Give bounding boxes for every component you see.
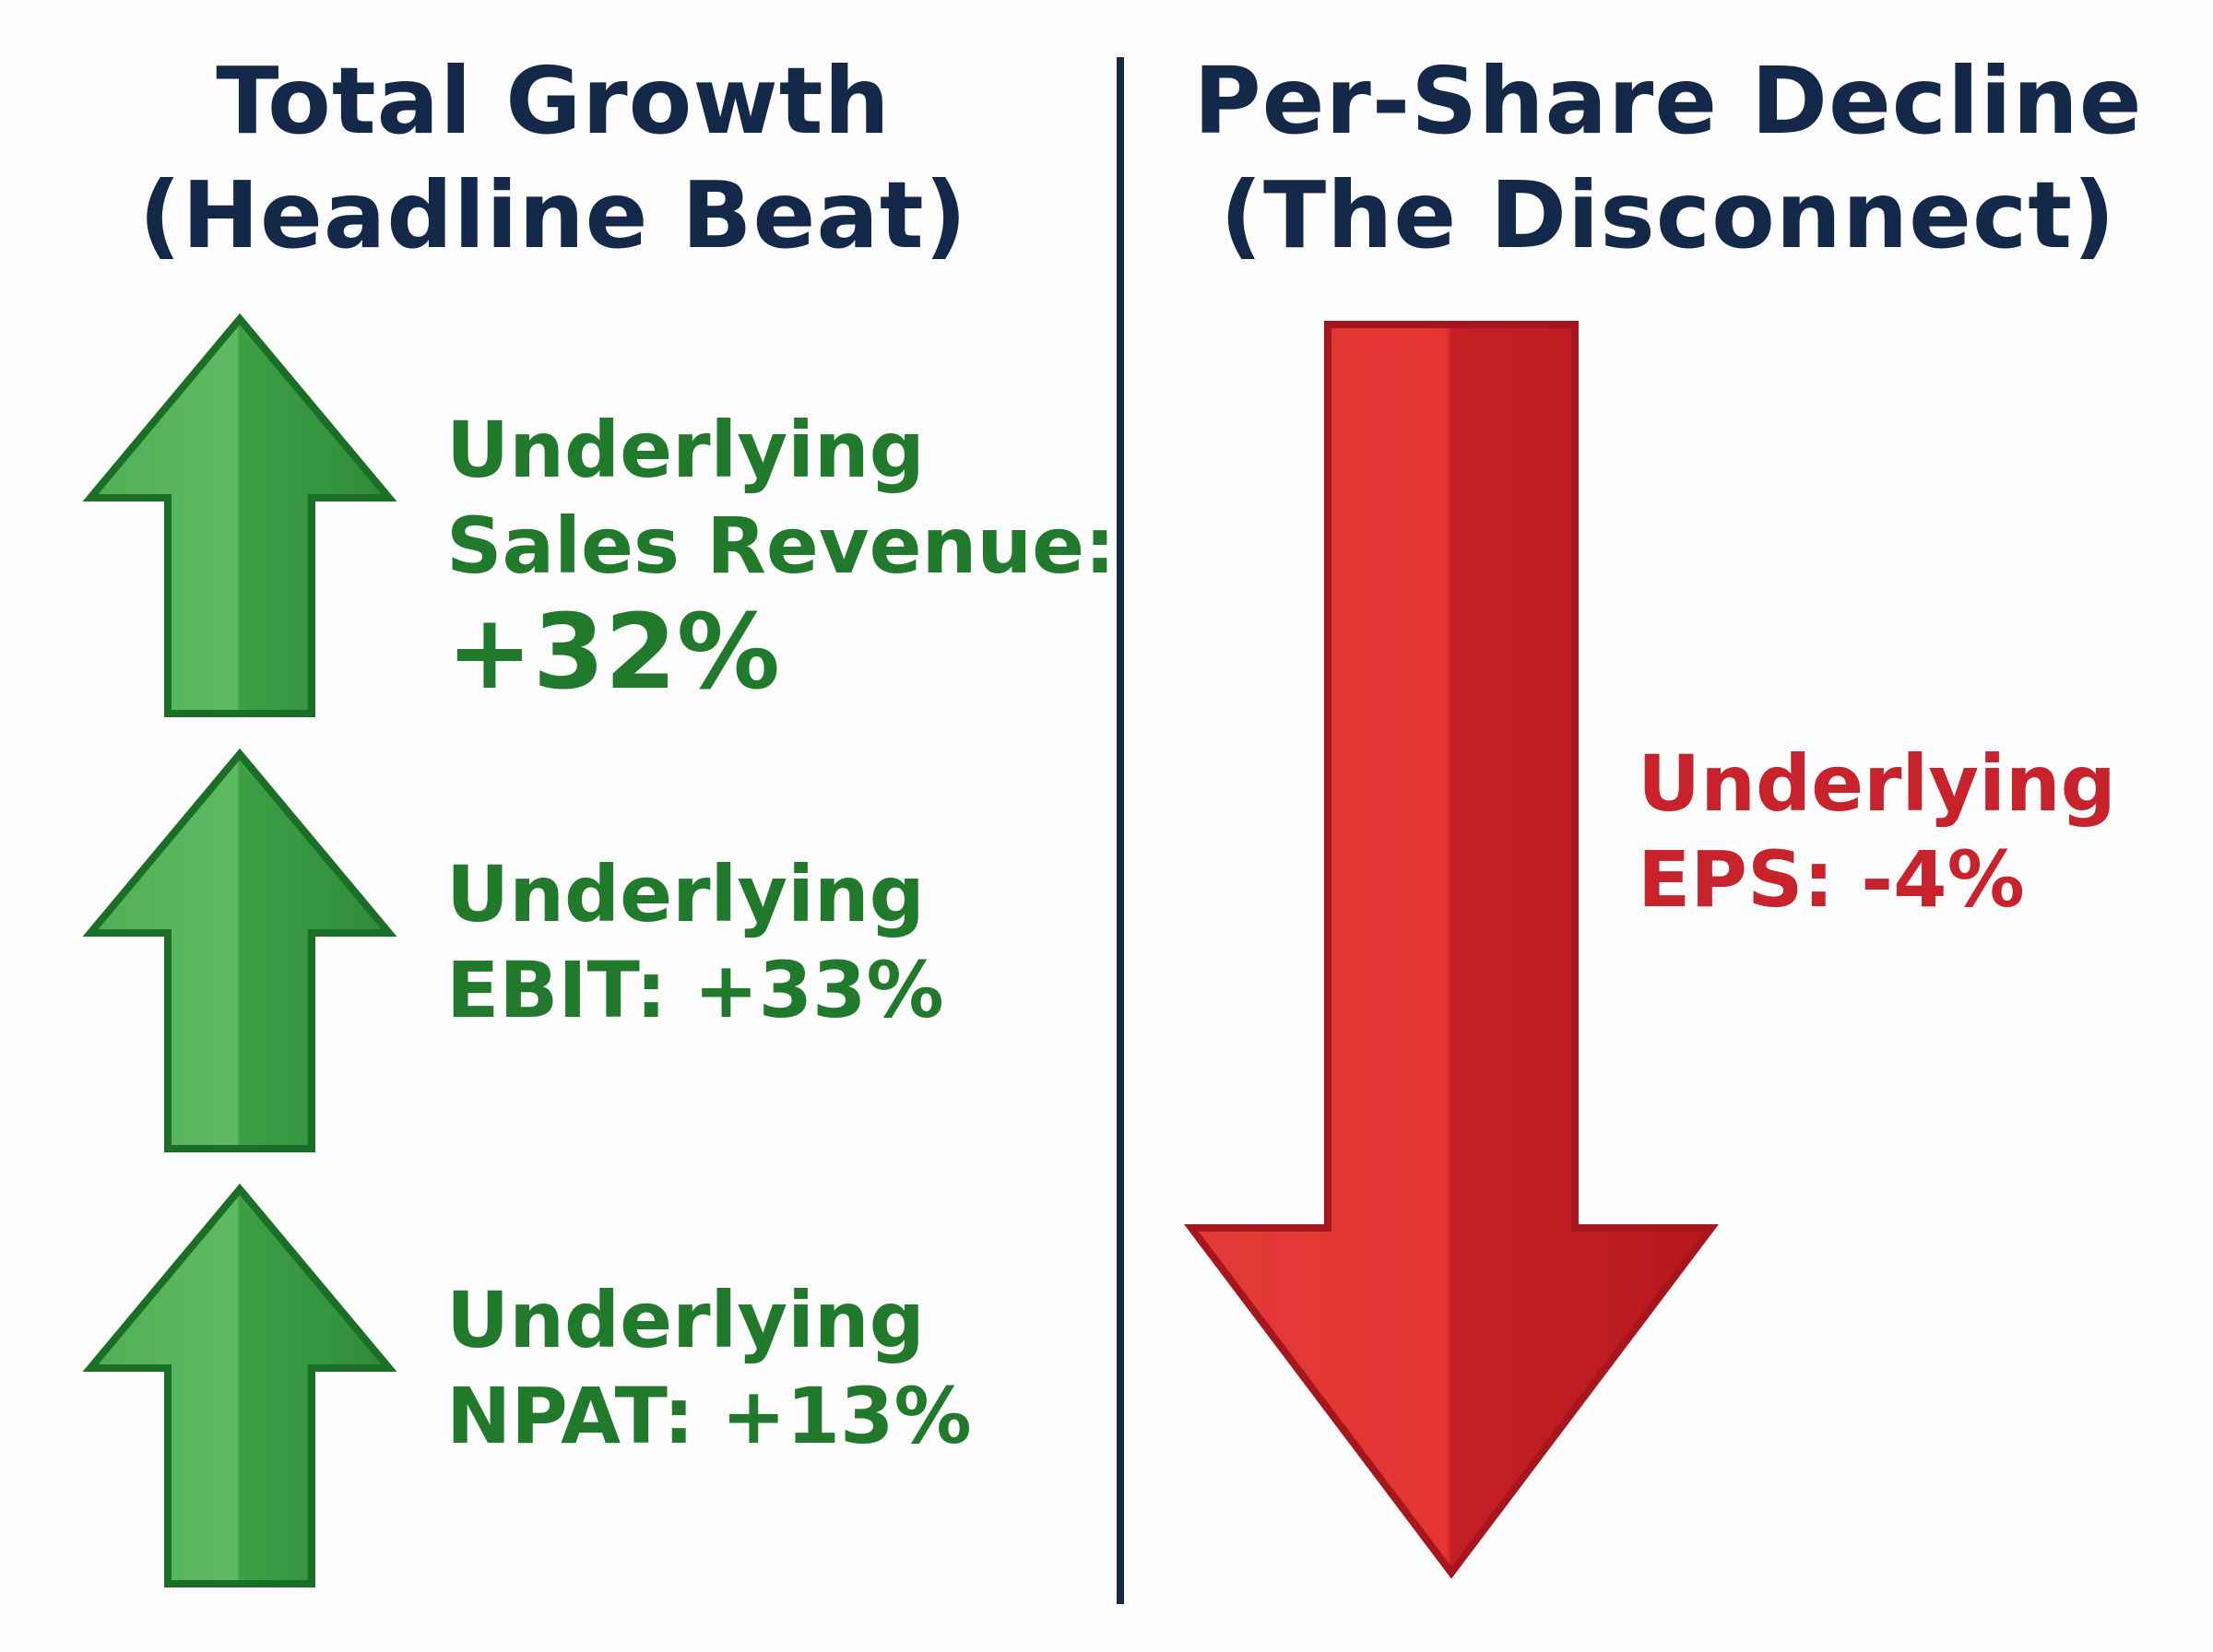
left-title-line-1: Total Growth — [216, 47, 891, 155]
right-title-line-2: (The Disconnect) — [1220, 161, 2116, 269]
metric-sales-revenue: Underlying Sales Revenue: +32% — [446, 402, 1116, 712]
metric-label: Underlying — [446, 849, 925, 939]
arrow-up-icon — [83, 1183, 396, 1587]
right-column-title: Per-Share Decline (The Disconnect) — [1123, 44, 2213, 273]
metric-label: Underlying — [446, 1275, 925, 1365]
arrow-up-icon — [83, 748, 396, 1152]
metric-npat: Underlying NPAT: +13% — [446, 1272, 972, 1464]
arrow-down-icon — [1184, 321, 1719, 1579]
metric-value: EBIT: +33% — [446, 945, 944, 1035]
metric-ebit: Underlying EBIT: +33% — [446, 846, 944, 1038]
metric-value: NPAT: +13% — [446, 1371, 972, 1461]
right-title-line-1: Per-Share Decline — [1193, 47, 2143, 155]
metric-label: Underlying — [1638, 738, 2116, 829]
metric-value: EPS: -4% — [1638, 834, 2025, 925]
metric-value: +32% — [446, 593, 780, 713]
metric-label: Underlying — [446, 405, 925, 495]
column-divider — [1117, 57, 1124, 1604]
metric-eps: Underlying EPS: -4% — [1638, 736, 2116, 927]
metric-label: Sales Revenue: — [446, 501, 1116, 591]
left-title-line-2: (Headline Beat) — [138, 161, 968, 269]
arrow-up-icon — [83, 313, 396, 717]
left-column-title: Total Growth (Headline Beat) — [0, 44, 1106, 273]
